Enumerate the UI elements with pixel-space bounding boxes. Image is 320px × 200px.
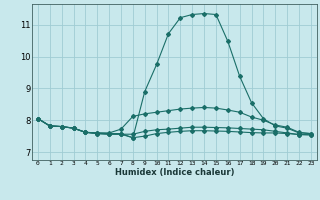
X-axis label: Humidex (Indice chaleur): Humidex (Indice chaleur) [115, 168, 234, 177]
